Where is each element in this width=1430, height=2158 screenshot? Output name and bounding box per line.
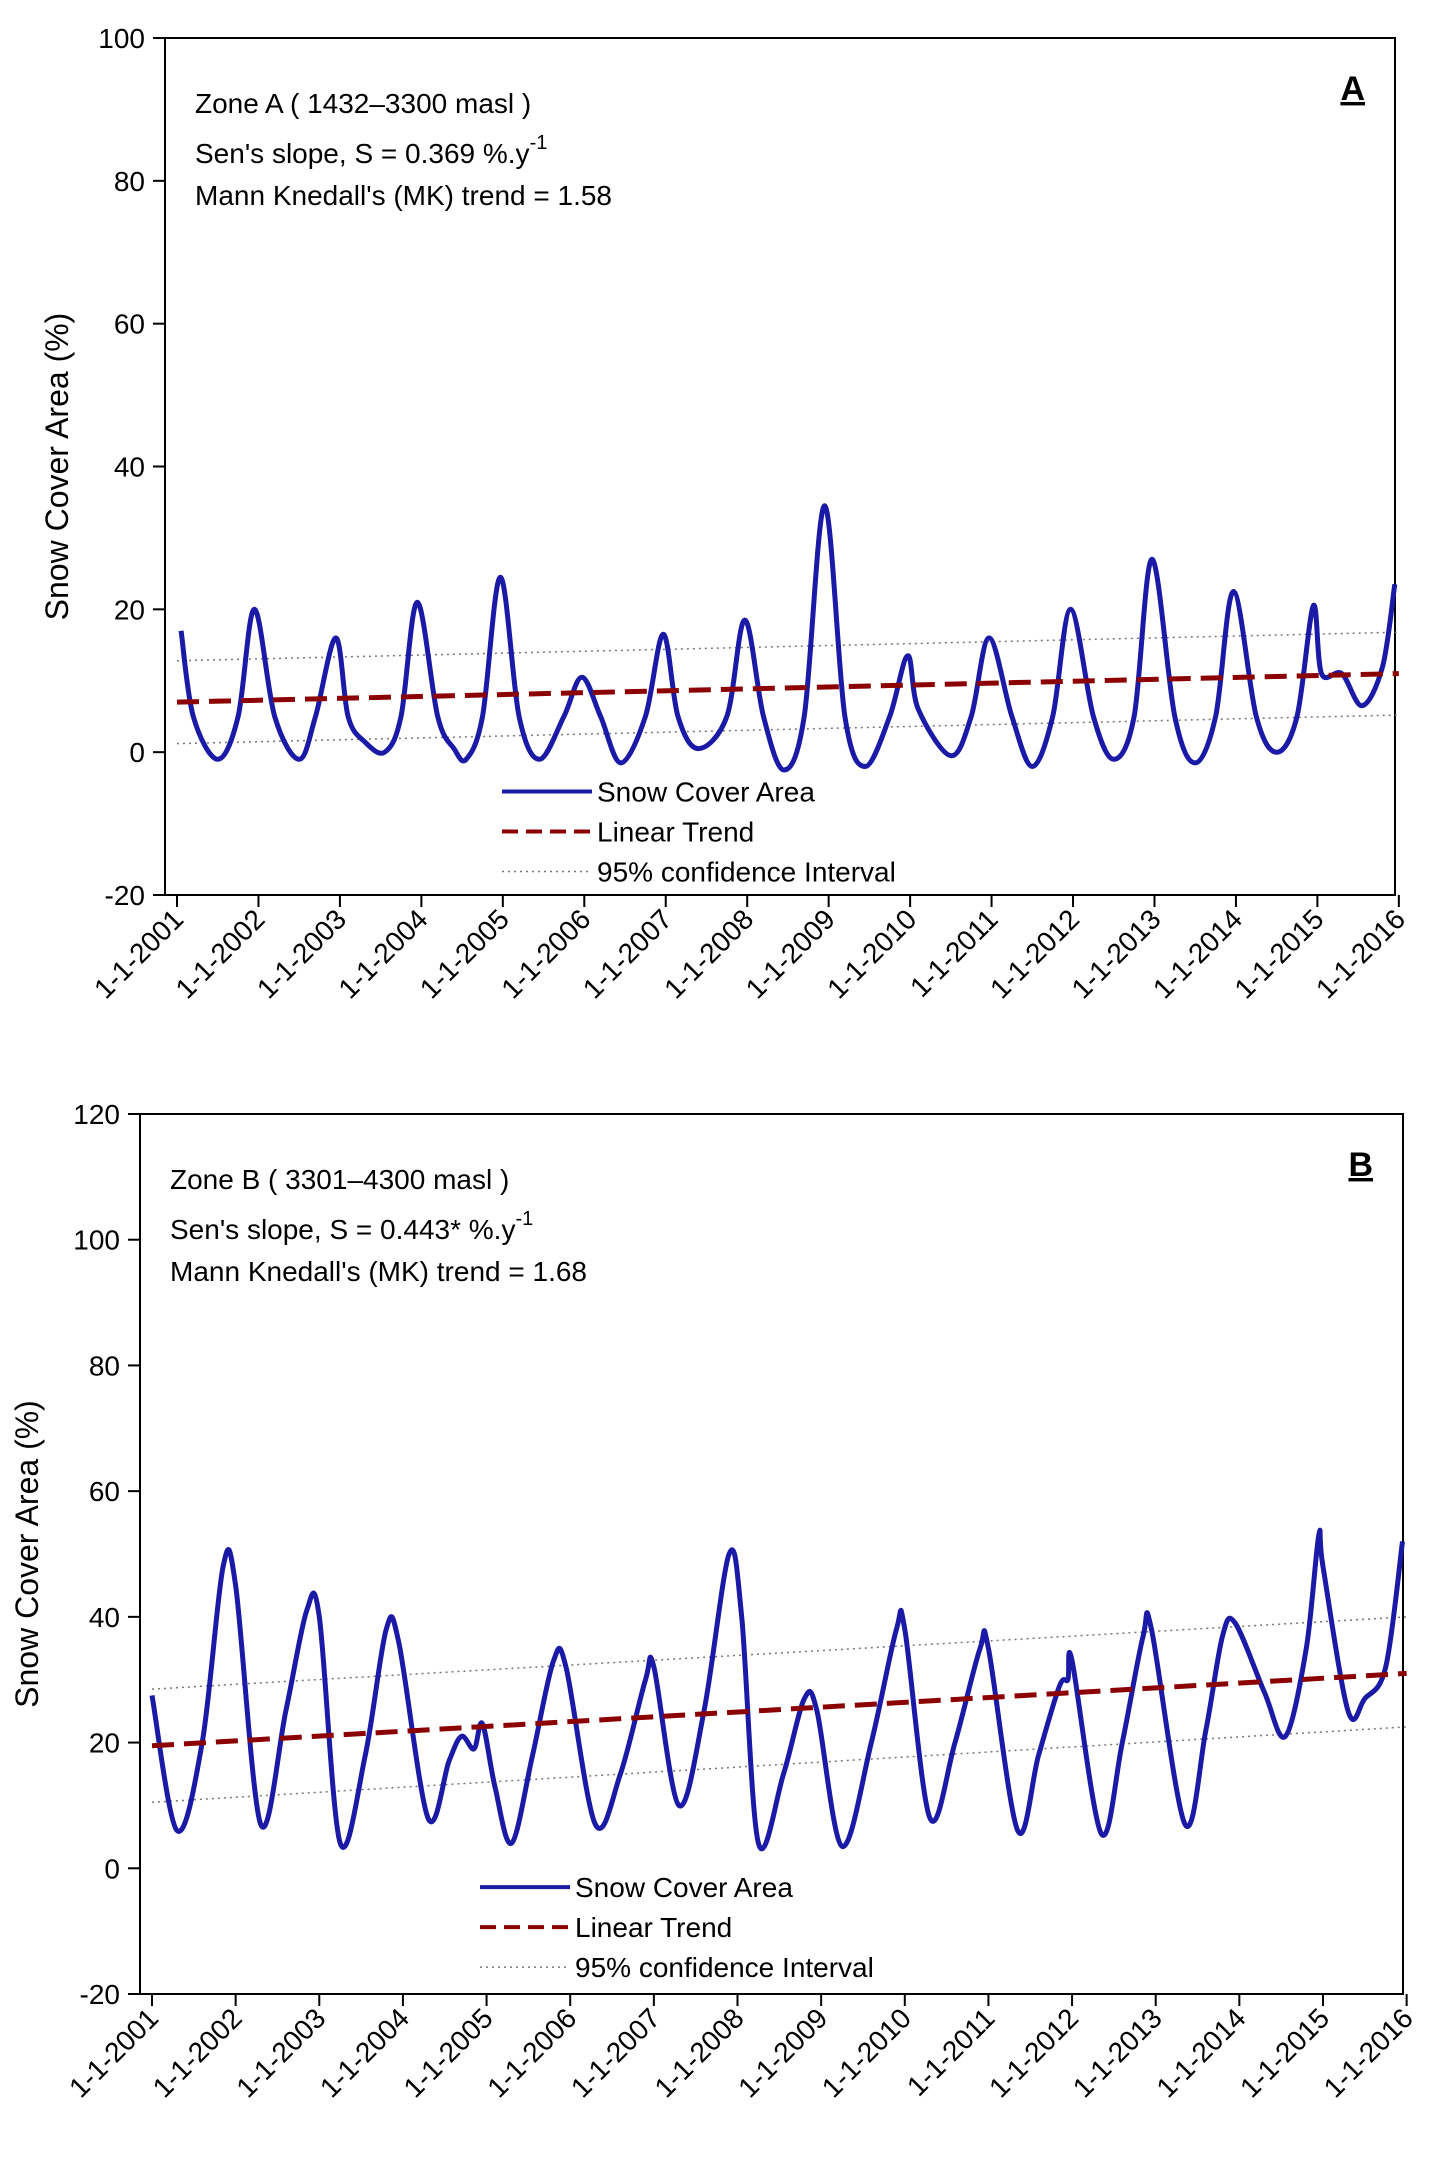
x-tick-label: 1-1-2016 xyxy=(1318,2002,1419,2103)
y-tick-label: 40 xyxy=(89,1602,120,1633)
chart-a: -200204060801001-1-20011-1-20021-1-20031… xyxy=(39,23,1411,1005)
slope-text: Sen's slope, S = 0.443* %.y-1 xyxy=(170,1208,533,1245)
legend-ci-label: 95% confidence Interval xyxy=(597,856,896,887)
legend-trend-label: Linear Trend xyxy=(575,1912,732,1943)
x-tick-label: 1-1-2007 xyxy=(577,903,678,1004)
y-tick-label: 20 xyxy=(89,1728,120,1759)
x-tick-label: 1-1-2013 xyxy=(1067,2002,1168,2103)
x-tick-label: 1-1-2008 xyxy=(649,2002,750,2103)
y-tick-label: 80 xyxy=(114,166,145,197)
ci-upper-line xyxy=(176,631,1399,662)
y-axis-label: Snow Cover Area (%) xyxy=(39,313,75,621)
linear-trend-line xyxy=(176,671,1399,705)
x-tick-label: 1-1-2004 xyxy=(314,2002,415,2103)
x-tick-label: 1-1-2002 xyxy=(170,903,271,1004)
chart-b: -200204060801001201-1-20011-1-20021-1-20… xyxy=(9,1099,1419,2104)
x-tick-label: 1-1-2014 xyxy=(1150,2002,1251,2103)
x-tick-label: 1-1-2013 xyxy=(1066,903,1167,1004)
legend-ci-label: 95% confidence Interval xyxy=(575,1952,874,1983)
legend-sca-label: Snow Cover Area xyxy=(575,1872,793,1903)
legend-sca-label: Snow Cover Area xyxy=(597,776,815,807)
y-tick-label: 0 xyxy=(129,737,145,768)
x-tick-label: 1-1-2006 xyxy=(481,2002,582,2103)
legend-trend-label: Linear Trend xyxy=(597,816,754,847)
y-tick-label: 20 xyxy=(114,594,145,625)
x-tick-label: 1-1-2009 xyxy=(732,2002,833,2103)
y-tick-label: 40 xyxy=(114,452,145,483)
plot-frame xyxy=(139,1113,1404,1995)
y-tick-label: 60 xyxy=(114,309,145,340)
x-tick-label: 1-1-2016 xyxy=(1310,903,1411,1004)
panel-label: B xyxy=(1348,1146,1373,1184)
snow-cover-area-line xyxy=(149,1527,1405,1852)
x-tick-label: 1-1-2014 xyxy=(1147,903,1248,1004)
x-tick-label: 1-1-2010 xyxy=(816,2002,917,2103)
slope-text-exponent: -1 xyxy=(515,1208,533,1230)
x-tick-label: 1-1-2015 xyxy=(1234,2002,1335,2103)
panel-label: A xyxy=(1340,70,1365,108)
mk-trend-text: Mann Knedall's (MK) trend = 1.68 xyxy=(170,1256,587,1287)
y-tick-label: 100 xyxy=(73,1225,120,1256)
y-tick-label: 100 xyxy=(98,23,145,54)
y-tick-label: -20 xyxy=(80,1979,120,2010)
x-tick-label: 1-1-2001 xyxy=(88,903,189,1004)
x-tick-label: 1-1-2006 xyxy=(495,903,596,1004)
x-tick-label: 1-1-2005 xyxy=(398,2002,499,2103)
y-tick-label: 60 xyxy=(89,1476,120,1507)
slope-text-main: Sen's slope, S = 0.369 %.y xyxy=(195,138,530,169)
x-tick-label: 1-1-2011 xyxy=(901,2002,1001,2102)
y-axis-label: Snow Cover Area (%) xyxy=(9,1400,45,1708)
x-tick-label: 1-1-2015 xyxy=(1228,903,1329,1004)
y-tick-label: 80 xyxy=(89,1350,120,1381)
y-tick-label: 0 xyxy=(104,1853,120,1884)
x-tick-label: 1-1-2004 xyxy=(332,903,433,1004)
y-tick-label: -20 xyxy=(105,880,145,911)
snow-cover-area-line xyxy=(178,503,1398,773)
x-tick-label: 1-1-2009 xyxy=(740,903,841,1004)
zone-text: Zone B ( 3301–4300 masl ) xyxy=(170,1164,509,1195)
zone-text: Zone A ( 1432–3300 masl ) xyxy=(195,88,531,119)
slope-text-main: Sen's slope, S = 0.443* %.y xyxy=(170,1214,515,1245)
x-tick-label: 1-1-2007 xyxy=(565,2002,666,2103)
x-tick-label: 1-1-2003 xyxy=(230,2002,331,2103)
x-tick-label: 1-1-2001 xyxy=(63,2002,164,2103)
y-tick-label: 120 xyxy=(73,1099,120,1130)
mk-trend-text: Mann Knedall's (MK) trend = 1.58 xyxy=(195,180,612,211)
slope-text-exponent: -1 xyxy=(530,132,548,154)
x-tick-label: 1-1-2012 xyxy=(983,2002,1084,2103)
x-tick-label: 1-1-2005 xyxy=(414,903,515,1004)
x-tick-label: 1-1-2010 xyxy=(821,903,922,1004)
x-tick-label: 1-1-2008 xyxy=(658,903,759,1004)
linear-trend-line xyxy=(151,1670,1407,1749)
x-tick-label: 1-1-2012 xyxy=(984,903,1085,1004)
slope-text: Sen's slope, S = 0.369 %.y-1 xyxy=(195,132,547,169)
x-tick-label: 1-1-2002 xyxy=(147,2002,248,2103)
x-tick-label: 1-1-2003 xyxy=(251,903,352,1004)
